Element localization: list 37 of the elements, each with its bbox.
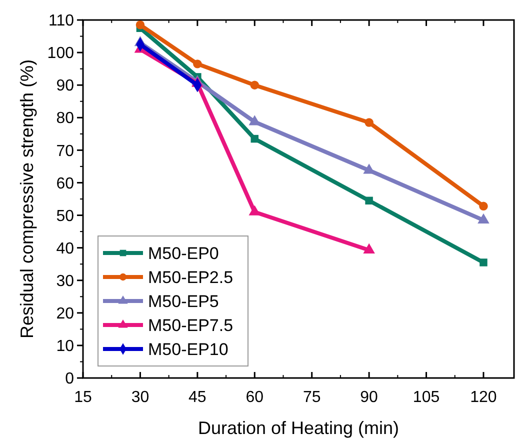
y-tick-label: 90	[56, 78, 74, 95]
point	[250, 134, 259, 143]
point	[365, 196, 373, 204]
y-tick-label: 10	[56, 338, 74, 356]
x-tick-label: 90	[360, 389, 378, 406]
point	[480, 258, 488, 266]
x-axis-title: Duration of Heating (min)	[198, 418, 400, 438]
x-tick-label: 15	[74, 389, 92, 406]
x-tick-label: 30	[131, 389, 150, 406]
y-tick-label: 60	[56, 175, 74, 192]
point	[478, 213, 490, 224]
y-tick-label: 30	[56, 272, 74, 290]
x-tick-label: 45	[188, 389, 206, 406]
legend-label: M50-EP0	[148, 244, 219, 263]
legend-label: M50-EP10	[148, 340, 228, 359]
y-axis-title: Residual compressive strength (%)	[17, 59, 37, 339]
x-tick-label: 75	[302, 389, 321, 406]
point	[136, 20, 145, 30]
y-tick-label: 40	[56, 240, 74, 258]
y-tick-label: 70	[56, 142, 74, 160]
y-tick-label: 80	[56, 110, 74, 128]
x-tick-label: 105	[412, 389, 440, 406]
point	[193, 60, 202, 68]
y-tick-label: 20	[56, 306, 74, 323]
y-tick-label: 0	[65, 370, 74, 388]
point	[250, 80, 260, 90]
y-tick-label: 100	[47, 45, 74, 62]
x-tick-label: 120	[470, 389, 497, 406]
y-tick-label: 110	[48, 12, 74, 30]
legend-label: M50-EP5	[148, 292, 219, 311]
x-tick-label: 60	[246, 389, 264, 406]
point	[363, 243, 375, 254]
legend-label: M50-EP7.5	[148, 316, 234, 335]
legend-label: M50-EP2.5	[148, 268, 234, 287]
point	[364, 118, 374, 127]
y-tick-label: 50	[56, 208, 74, 225]
point	[479, 202, 488, 211]
